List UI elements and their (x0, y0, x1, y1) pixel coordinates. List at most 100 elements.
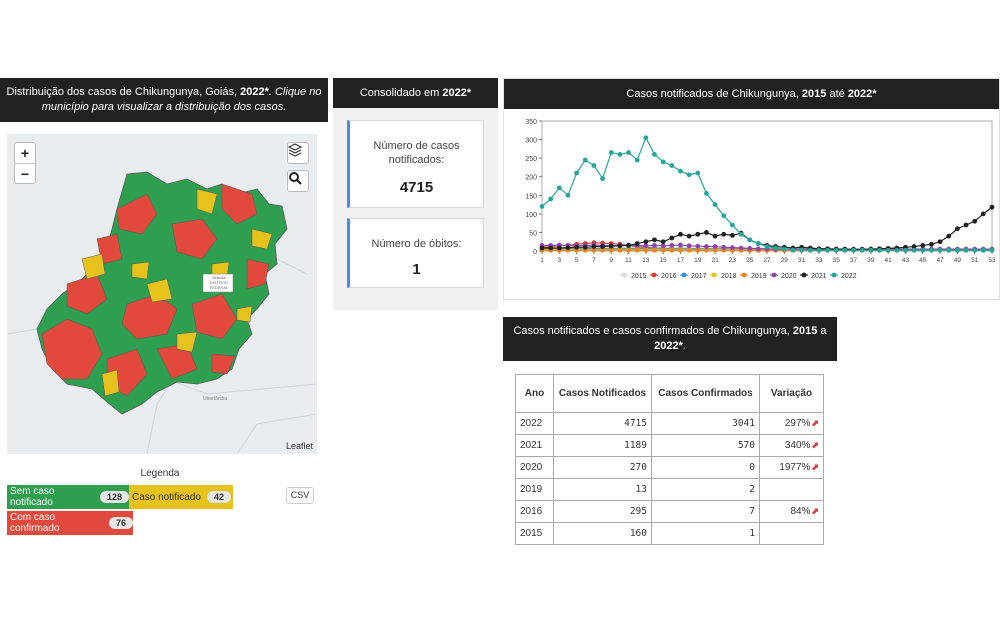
point-2022 (773, 245, 779, 251)
y-tick-label: 350 (525, 119, 537, 126)
point-2020 (660, 243, 666, 249)
table-title-end: . (682, 340, 686, 352)
x-tick-label: 35 (833, 257, 841, 264)
x-tick-label: 41 (885, 257, 893, 264)
point-2020 (652, 243, 657, 248)
chart-title-from: 2015 (801, 87, 827, 100)
point-2021 (678, 231, 683, 237)
point-2022 (989, 247, 995, 253)
x-tick-label: 43 (902, 257, 910, 264)
cell-ano: 2019 (515, 478, 554, 501)
x-tick-label: 7 (592, 257, 596, 264)
point-2022 (600, 176, 605, 181)
legend-count: 42 (206, 491, 231, 503)
point-2021 (643, 239, 649, 245)
point-2022 (764, 244, 770, 249)
point-2021 (669, 235, 675, 241)
goias-map[interactable]: Brasília DISTRITO FEDERAL Uberlândia + −… (7, 134, 317, 454)
point-2022 (712, 202, 718, 207)
map-label-df: DISTRITO FEDERAL (209, 280, 229, 290)
point-2021 (980, 211, 986, 217)
search-icon (289, 172, 302, 185)
point-2022 (565, 192, 571, 198)
csv-button[interactable]: CSV (286, 487, 314, 504)
variacao-value: 340% (784, 440, 811, 451)
x-tick-label: 25 (746, 257, 754, 264)
cell-confirmados: 3041 (651, 412, 760, 435)
y-tick-label: 300 (525, 138, 537, 145)
zoom-in-button[interactable]: + (20, 145, 30, 161)
map-attribution[interactable]: Leaflet (285, 441, 313, 451)
series-line-2022 (541, 136, 992, 251)
col-ano[interactable]: Ano (515, 374, 554, 413)
point-2022 (539, 204, 545, 209)
x-tick-label: 53 (988, 257, 996, 264)
x-tick-label: 29 (781, 257, 789, 264)
zoom-out-button[interactable]: − (15, 163, 35, 183)
point-2022 (634, 157, 640, 163)
deaths-label: Número de óbitos: (371, 238, 462, 250)
cases-table: Ano Casos Notificados Casos Confirmados … (515, 374, 824, 545)
consolidated-panel: Consolidado em 2022* Número de casos not… (333, 78, 498, 310)
cell-confirmados: 2 (651, 478, 760, 501)
point-2022 (643, 135, 649, 141)
point-2019 (695, 247, 701, 253)
deaths-value: 1 (412, 261, 421, 278)
y-tick-label: 200 (525, 175, 537, 182)
col-variacao[interactable]: Variação (759, 374, 824, 413)
point-2022 (721, 213, 727, 219)
point-2022 (738, 231, 744, 237)
legend-title: Legenda (140, 468, 180, 479)
search-map-button[interactable] (287, 170, 309, 192)
point-2021 (652, 237, 657, 243)
col-notificados[interactable]: Casos Notificados (553, 374, 652, 413)
point-2019 (660, 247, 666, 253)
point-2022 (877, 247, 882, 253)
map-label-uberlandia: Uberlândia (203, 396, 228, 402)
x-tick-label: 1 (540, 257, 544, 264)
x-tick-label: 33 (815, 257, 823, 264)
x-tick-label: 21 (711, 257, 719, 264)
table-title-prefix: Casos notificados e casos confirmados de… (513, 325, 793, 337)
point-2019 (652, 247, 657, 253)
chart-title-to: 2022* (847, 87, 877, 100)
table-panel: Casos notificados e casos confirmados de… (503, 317, 837, 548)
map-label-brasilia: Brasília (212, 275, 226, 280)
map-title-suffix: . Clique no município para visualizar a … (41, 86, 322, 113)
point-2021 (574, 244, 580, 250)
point-2022 (617, 152, 623, 157)
point-2022 (911, 247, 917, 253)
point-2019 (634, 247, 640, 253)
point-2021 (686, 233, 692, 239)
layers-icon (288, 143, 302, 157)
x-tick-label: 45 (919, 257, 927, 264)
point-2020 (721, 244, 727, 250)
point-2021 (539, 245, 545, 251)
point-2022 (954, 247, 960, 253)
col-confirmados[interactable]: Casos Confirmados (651, 374, 760, 413)
point-2022 (695, 170, 701, 176)
point-2021 (548, 245, 554, 251)
x-tick-label: 27 (763, 257, 771, 264)
cell-ano: 2020 (515, 456, 554, 479)
cell-notificados: 270 (553, 456, 652, 479)
point-2020 (738, 245, 744, 251)
point-2022 (851, 247, 856, 253)
y-tick-label: 150 (525, 193, 537, 200)
point-2022 (885, 247, 891, 253)
x-tick-label: 39 (867, 257, 875, 264)
point-2019 (600, 247, 605, 253)
point-2022 (790, 247, 796, 253)
point-2022 (660, 159, 666, 165)
point-2022 (652, 152, 657, 157)
legend-marker-2016 (651, 272, 657, 278)
layers-button[interactable] (287, 142, 309, 164)
map-canvas (7, 171, 317, 454)
point-2022 (929, 247, 934, 253)
table-title-from: 2015 (792, 325, 818, 337)
x-tick-label: 51 (971, 257, 979, 264)
legend-label-2021: 2021 (811, 273, 827, 280)
chart-title-mid: até (826, 87, 848, 100)
point-2021 (911, 244, 917, 249)
